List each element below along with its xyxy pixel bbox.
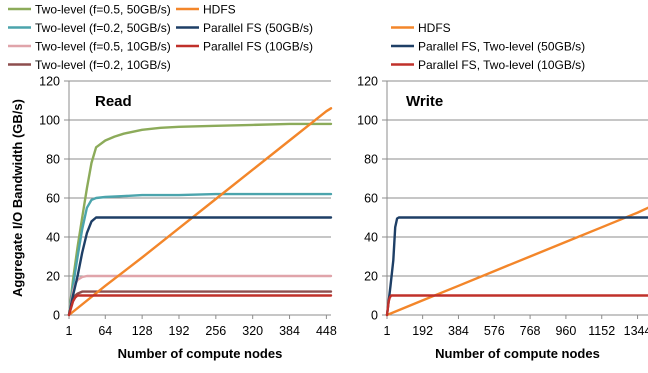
legend-item-two-level-f-0-2-10gb-s: Two-level (f=0.2, 10GB/s) [8, 58, 171, 72]
x-tick-label: 192 [412, 324, 433, 338]
x-tick-label: 256 [205, 324, 226, 338]
series-line-parallel-fs-10gb-s [67, 294, 333, 317]
x-axis-label: Number of compute nodes [118, 346, 283, 361]
legend-item-two-level-f-0-5-50gb-s: Two-level (f=0.5, 50GB/s) [8, 3, 171, 17]
legend-item-hdfs: HDFS [176, 3, 236, 17]
legend: Two-level (f=0.5, 50GB/s) Two-level (f=0.… [8, 3, 585, 72]
x-tick-label: 1 [66, 324, 73, 338]
legend-label: Parallel FS, Two-level (50GB/s) [418, 40, 585, 54]
y-tick-label: 100 [357, 114, 378, 128]
y-tick-label: 40 [46, 231, 60, 245]
y-tick-label: 0 [371, 309, 378, 323]
x-tick-label: 768 [520, 324, 541, 338]
legend-label: Parallel FS, Two-level (10GB/s) [418, 58, 585, 72]
x-tick-label: 320 [242, 324, 263, 338]
legend-label: Two-level (f=0.5, 50GB/s) [35, 3, 171, 17]
legend-label: Two-level (f=0.2, 10GB/s) [35, 58, 171, 72]
y-tick-label: 60 [364, 192, 378, 206]
y-tick-label: 80 [364, 153, 378, 167]
x-tick-label: 64 [98, 324, 112, 338]
chart-write-panel: 0 20 40 60 80 100 120 1 192 384 576 768 960 1152 1344 N… [357, 75, 648, 361]
y-tick-label: 40 [364, 231, 378, 245]
series-line-parallel-fs-two-level-50gb-s [385, 216, 648, 317]
x-tick-label: 448 [316, 324, 337, 338]
y-axis-label: Aggregate I/O Bandwidth (GB/s) [10, 99, 25, 297]
legend-item-two-level-f-0-2-50gb-s: Two-level (f=0.2, 50GB/s) [8, 21, 171, 35]
x-tick-label: 1152 [588, 324, 615, 338]
x-axis-label: Number of compute nodes [435, 346, 600, 361]
y-tick-label: 100 [39, 114, 60, 128]
y-tick-label: 20 [364, 270, 378, 284]
x-tick-label: 128 [132, 324, 153, 338]
legend-label: HDFS [203, 3, 236, 17]
y-tick-label: 120 [39, 75, 60, 89]
chart-read-panel: 0 20 40 60 80 100 120 1 64 128 192 256 320 384 448 Numb… [10, 75, 337, 362]
legend-item-parallel-fs-50gb-s: Parallel FS (50GB/s) [176, 21, 313, 35]
legend-item-parallel-fs-two-level-50gb-s: Parallel FS, Two-level (50GB/s) [391, 40, 585, 54]
panel-title: Write [406, 93, 443, 110]
x-tick-label: 384 [279, 324, 300, 338]
x-tick-label: 384 [448, 324, 469, 338]
x-tick-label: 576 [484, 324, 505, 338]
legend-label: Parallel FS (10GB/s) [203, 40, 313, 54]
legend-item-parallel-fs-two-level-10gb-s: Parallel FS, Two-level (10GB/s) [391, 58, 585, 72]
series-line-hdfs [67, 107, 333, 317]
y-tick-label: 0 [53, 309, 60, 323]
legend-label: HDFS [418, 21, 451, 35]
series-line-parallel-fs-two-level-10gb-s [385, 294, 648, 317]
series-line-two-level-f-0-5-50gb-s [67, 122, 333, 317]
series-line-parallel-fs-50gb-s [67, 216, 333, 317]
series-line-two-level-f-0-2-10gb-s [67, 290, 333, 317]
y-tick-label: 120 [357, 75, 378, 89]
legend-label: Parallel FS (50GB/s) [203, 21, 313, 35]
x-tick-label: 192 [169, 324, 190, 338]
y-tick-label: 60 [46, 192, 60, 206]
y-tick-label: 80 [46, 153, 60, 167]
legend-item-two-level-f-0-5-10gb-s: Two-level (f=0.5, 10GB/s) [8, 40, 171, 54]
legend-label: Two-level (f=0.2, 50GB/s) [35, 21, 171, 35]
x-tick-label: 1344 [624, 324, 648, 338]
legend-label: Two-level (f=0.5, 10GB/s) [35, 40, 171, 54]
series-line-hdfs [385, 206, 648, 317]
x-tick-label: 1 [384, 324, 391, 338]
legend-item-hdfs: HDFS [391, 21, 451, 35]
x-tick-label: 960 [555, 324, 576, 338]
series-line-two-level-f-0-2-50gb-s [67, 192, 333, 317]
y-tick-label: 20 [46, 270, 60, 284]
panel-title: Read [95, 93, 132, 110]
legend-item-parallel-fs-10gb-s: Parallel FS (10GB/s) [176, 40, 313, 54]
